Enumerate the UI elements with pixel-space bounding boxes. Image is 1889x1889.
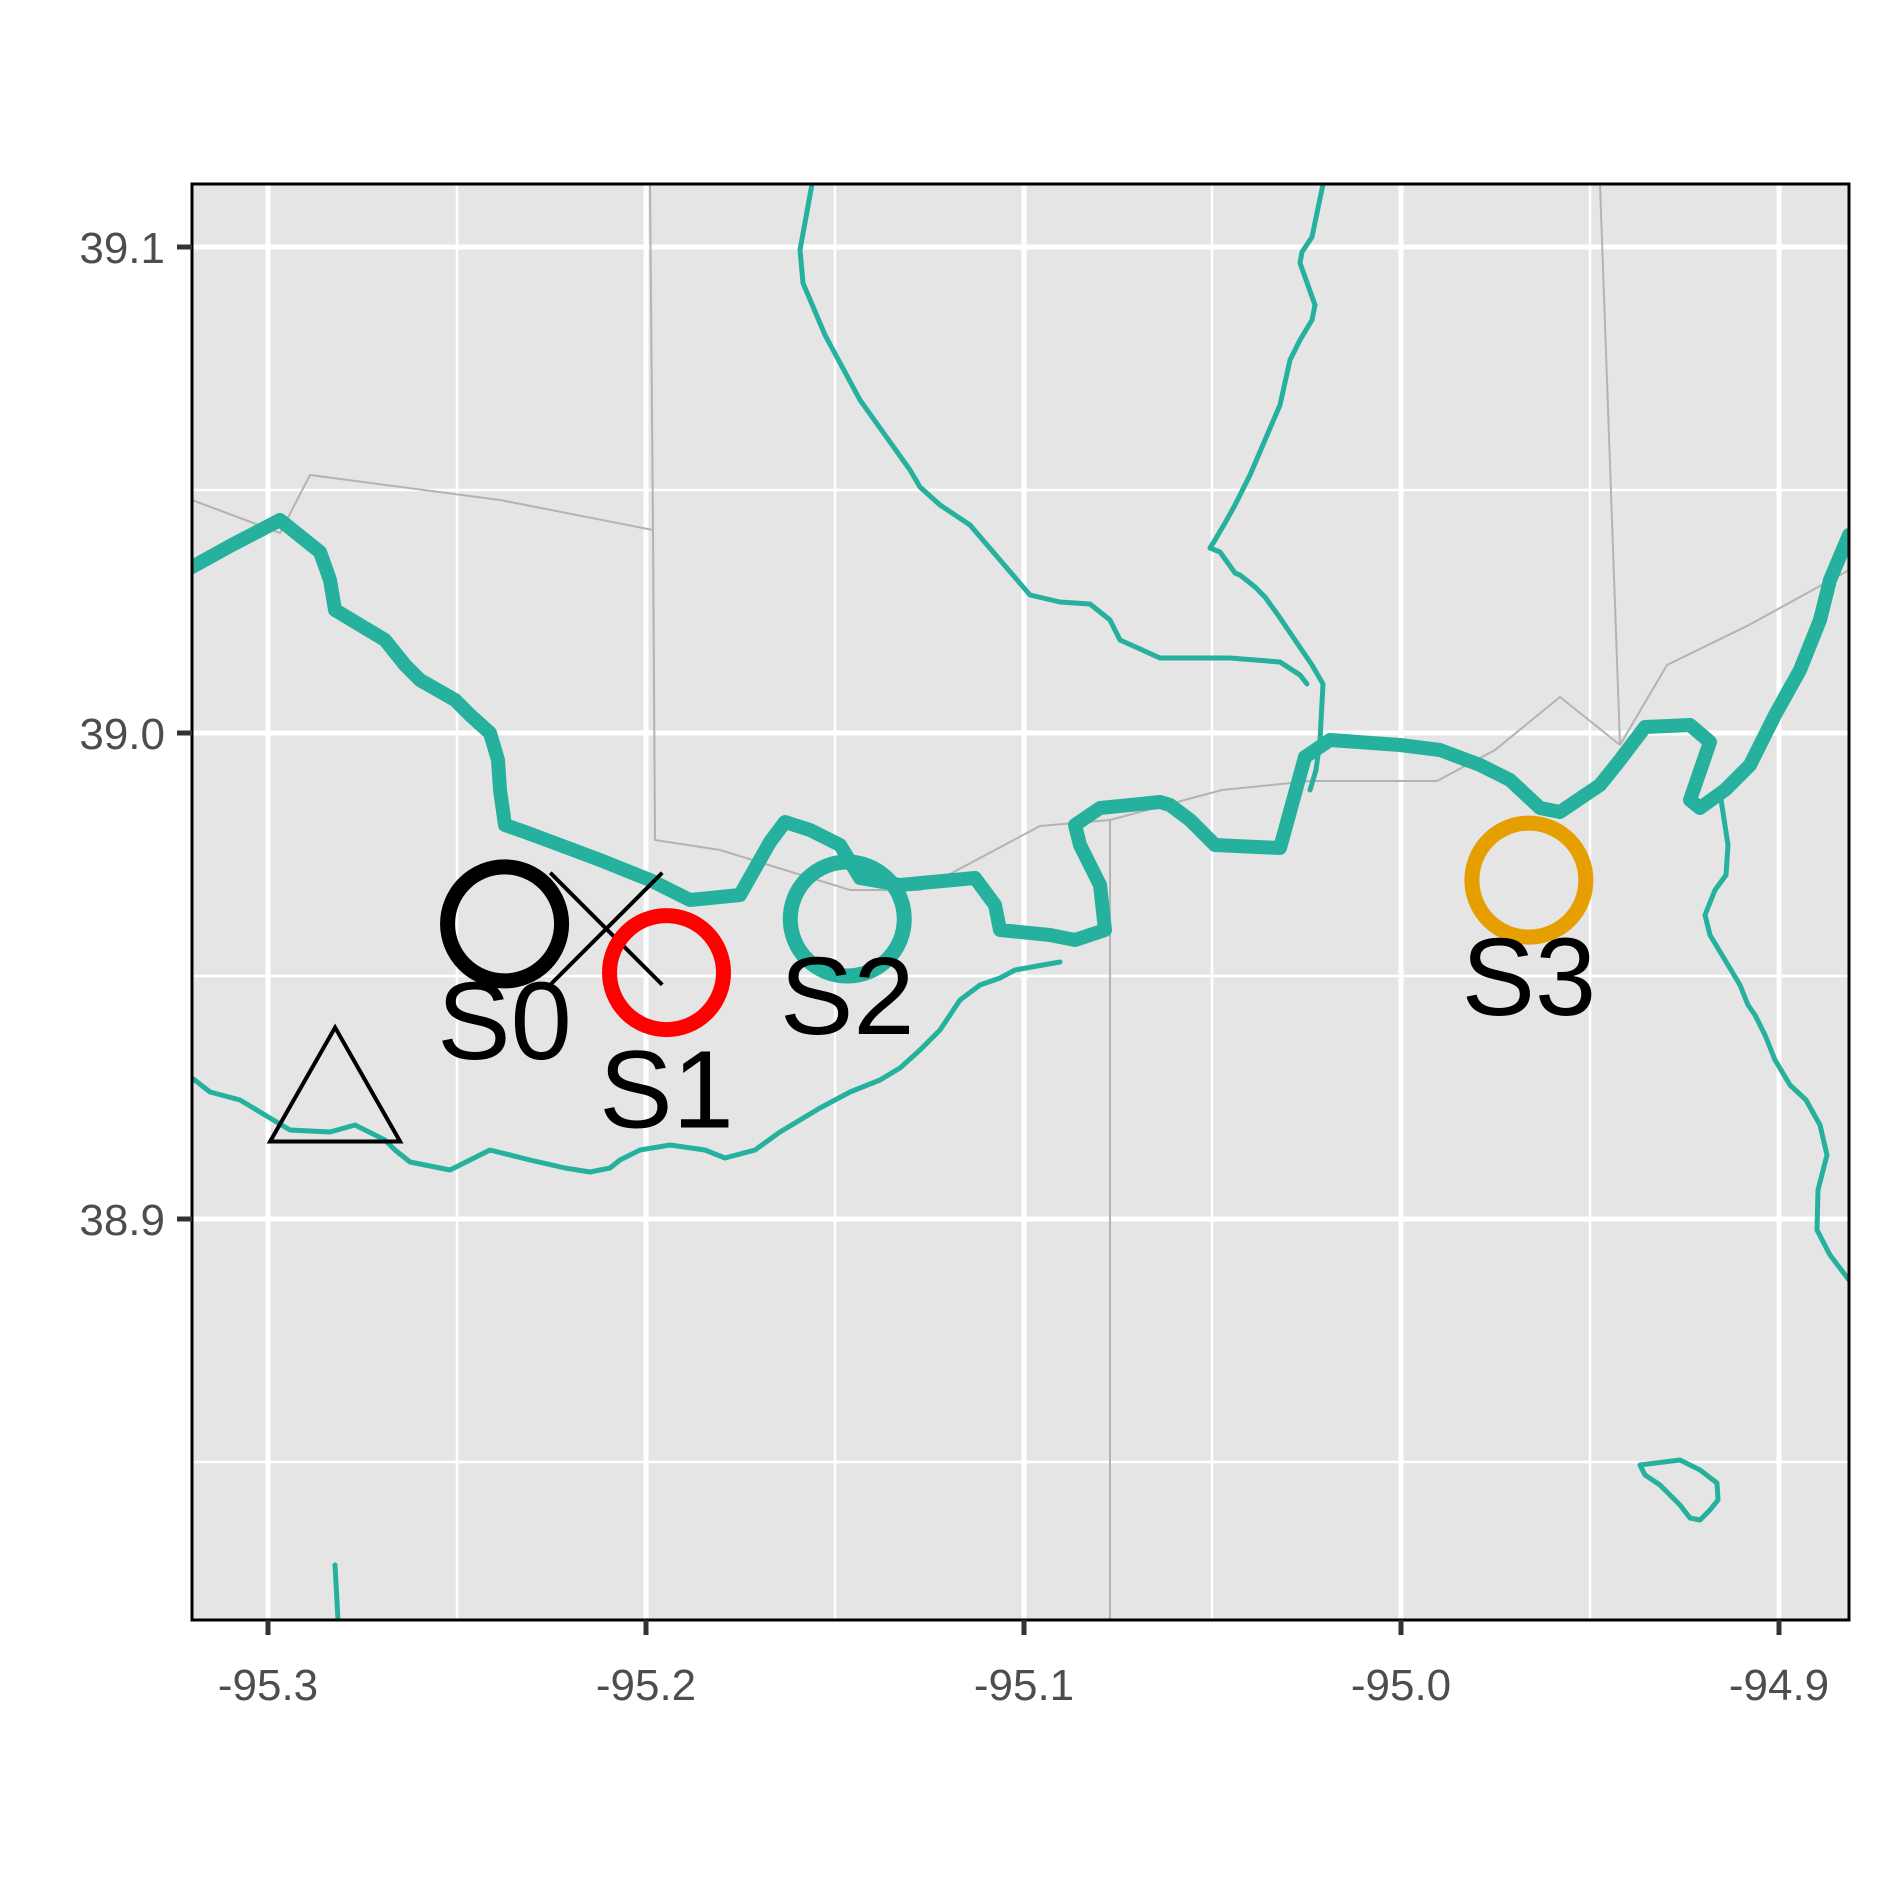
x-tick-label: -95.2 <box>596 1661 696 1710</box>
y-tick-label: 38.9 <box>79 1196 165 1245</box>
x-tick-label: -94.9 <box>1729 1661 1829 1710</box>
markers-layer <box>266 871 664 1144</box>
triangle-marker-icon <box>266 1023 404 1144</box>
x-mark-icon <box>548 871 664 987</box>
tributary-north <box>797 184 1310 687</box>
y-tick-label: 39.0 <box>79 710 165 759</box>
site-label-s3: S3 <box>1462 916 1597 1039</box>
site-marker-s0 <box>440 859 570 989</box>
tributary-southwest <box>332 1562 341 1620</box>
main-river <box>192 513 1849 947</box>
axis-ticks <box>177 244 1782 1635</box>
gridlines <box>192 184 1849 1620</box>
x-tick-label: -95.1 <box>974 1661 1074 1710</box>
y-axis-labels: 39.1 39.0 38.9 <box>79 224 165 1245</box>
lake-outline <box>1637 1457 1721 1523</box>
x-tick-label: -95.3 <box>218 1661 318 1710</box>
site-label-s2: S2 <box>780 935 915 1058</box>
tributary-south <box>192 959 1063 1175</box>
site-label-s0: S0 <box>437 960 572 1083</box>
site-marker-s3 <box>1464 815 1594 945</box>
site-marker-s2 <box>782 854 912 984</box>
tributary-northeast <box>1207 184 1326 793</box>
site-label-s1: S1 <box>599 1029 734 1152</box>
x-axis-labels: -95.3 -95.2 -95.1 -95.0 -94.9 <box>218 1661 1829 1710</box>
map-panel <box>192 184 1849 1620</box>
rivers <box>192 184 1849 1620</box>
y-tick-label: 39.1 <box>79 224 165 273</box>
panel-border <box>190 182 1851 1622</box>
site-marker-s1 <box>602 908 732 1038</box>
tributary-east <box>1702 790 1849 1283</box>
x-tick-label: -95.0 <box>1351 1661 1451 1710</box>
